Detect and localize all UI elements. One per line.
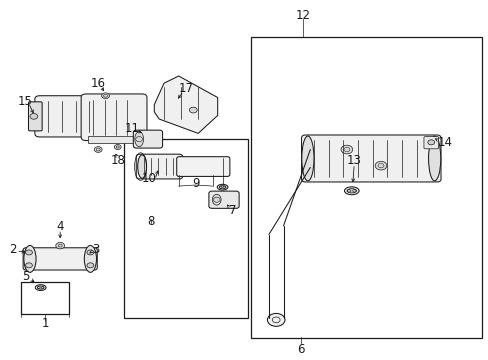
Text: 6: 6 [296,343,304,356]
FancyBboxPatch shape [301,135,440,182]
Ellipse shape [24,246,36,273]
Bar [21,282,69,315]
FancyBboxPatch shape [133,130,162,148]
Circle shape [87,250,94,255]
Bar [88,136,140,143]
Ellipse shape [35,285,46,291]
Ellipse shape [219,185,225,189]
Circle shape [427,140,434,145]
Circle shape [189,107,197,113]
FancyBboxPatch shape [81,94,147,140]
FancyBboxPatch shape [176,157,229,176]
Text: 1: 1 [41,317,49,330]
Text: 4: 4 [56,220,64,233]
Ellipse shape [346,189,355,193]
Ellipse shape [135,132,143,147]
Circle shape [94,147,102,152]
Circle shape [87,263,94,268]
Ellipse shape [427,136,440,181]
Circle shape [114,144,121,149]
Text: 10: 10 [142,172,157,185]
FancyBboxPatch shape [208,191,239,208]
Text: 7: 7 [228,204,236,217]
Polygon shape [154,76,217,134]
Text: 2: 2 [9,243,17,256]
FancyBboxPatch shape [23,248,97,270]
Circle shape [374,161,386,170]
Ellipse shape [212,194,221,205]
Text: 17: 17 [178,82,193,95]
Text: 12: 12 [295,9,310,22]
Circle shape [25,263,32,268]
Text: 5: 5 [22,270,30,283]
Ellipse shape [217,184,227,190]
Text: 9: 9 [192,177,199,190]
Circle shape [30,113,38,119]
Bar [124,139,248,318]
Circle shape [25,250,32,255]
Ellipse shape [38,286,44,289]
Ellipse shape [84,246,96,273]
Bar [250,37,481,338]
Text: 11: 11 [124,122,140,135]
Text: 15: 15 [18,95,32,108]
Circle shape [267,314,285,326]
Text: 3: 3 [92,243,99,256]
FancyBboxPatch shape [35,96,115,137]
Ellipse shape [344,187,358,195]
FancyBboxPatch shape [108,102,119,131]
Ellipse shape [138,155,146,178]
Circle shape [340,145,352,154]
Text: 8: 8 [147,215,154,228]
FancyBboxPatch shape [423,136,438,149]
Text: 16: 16 [91,77,105,90]
Circle shape [102,93,109,99]
FancyBboxPatch shape [136,154,182,179]
Ellipse shape [301,136,313,181]
Text: 14: 14 [436,136,451,149]
Circle shape [56,242,64,249]
FancyBboxPatch shape [28,102,42,131]
Text: 18: 18 [110,154,125,167]
Text: 13: 13 [346,154,361,167]
